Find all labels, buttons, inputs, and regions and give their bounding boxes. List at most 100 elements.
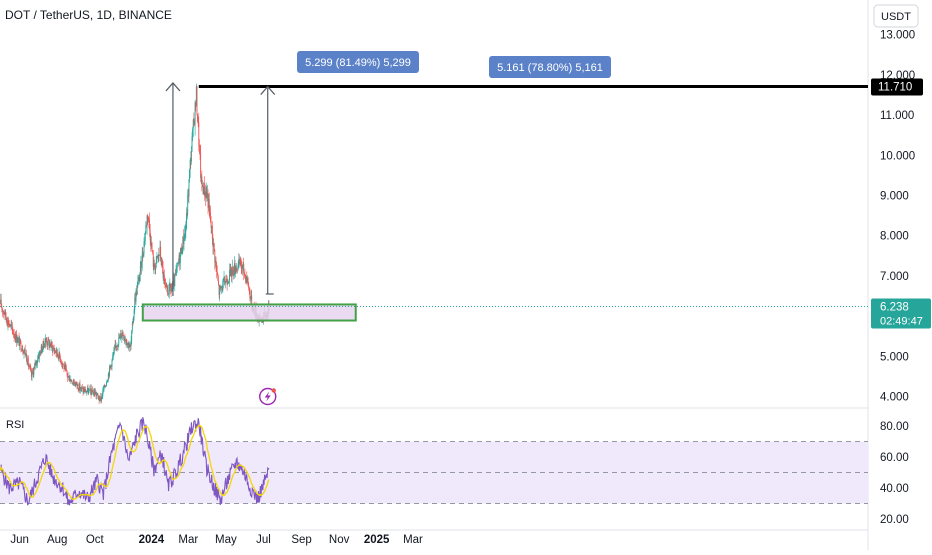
candle [59,354,61,363]
symbol-title[interactable]: DOT / TetherUS, 1D, BINANCE [5,8,172,22]
candle [246,271,248,285]
candle [229,263,231,277]
candle [162,261,164,281]
candle [136,285,138,297]
candle [245,275,247,284]
candle [39,350,41,356]
candle [236,266,238,273]
candle [200,144,202,183]
candle [18,332,20,347]
candle [117,344,119,351]
candle [139,261,141,282]
measure-tool[interactable]: 5.299 (81.49%) 5,299 [165,51,419,296]
candle [231,269,233,284]
candle [79,379,81,392]
candle [208,192,210,217]
candle [196,85,198,116]
candle [133,315,134,324]
lightning-icon[interactable] [259,387,277,406]
time-tick-label: 2025 [364,534,390,546]
candle [114,344,115,354]
candle [51,341,53,357]
candle [181,245,183,256]
candle [128,343,130,352]
candle [107,379,109,383]
candle [28,364,30,368]
candle [21,348,22,352]
candle [229,263,231,287]
candle [83,386,85,394]
current-price-label: 6.238 [880,302,909,314]
candle [189,157,191,178]
candle [106,380,107,387]
candle [20,340,22,353]
candle [235,265,237,278]
candle [110,364,112,370]
candle [81,386,83,392]
measure-tool[interactable]: 5.161 (78.80%) 5,161 [260,56,611,295]
candle [198,112,200,152]
candle [148,216,150,229]
candle [156,251,158,264]
candle [211,221,213,245]
currency-button[interactable]: USDT [873,4,919,28]
candle [192,118,194,138]
candle [93,388,95,397]
candle [82,386,84,396]
candle [102,387,104,399]
candle [27,355,29,370]
candle [125,336,126,345]
candle [227,281,229,284]
candle [34,363,35,371]
candle [11,322,13,335]
candle [2,309,4,315]
price-tick-label: 9.000 [880,191,909,203]
candle [31,369,33,382]
candle [227,278,229,286]
time-tick-label: Jul [256,534,271,546]
candle [133,306,135,321]
candle [17,337,19,343]
measure-label-box [297,51,419,73]
candle [66,364,67,372]
candle [8,317,10,328]
candle [214,256,216,268]
candle [35,360,37,369]
candle [16,336,18,343]
candle [1,307,3,318]
candle [138,274,139,286]
candle [85,386,86,393]
candle [237,268,239,274]
candle [88,387,90,396]
candle [119,334,121,339]
candle [223,270,225,282]
candle [130,335,132,350]
candle [74,381,76,387]
candle [168,282,170,299]
candle [250,290,252,301]
candle [82,384,83,389]
candle [242,264,243,276]
price-tick-label: 13.000 [880,30,915,42]
time-tick-label: Aug [47,534,67,546]
candle [41,344,43,353]
candle [93,388,94,397]
candle [80,385,82,392]
candle [11,320,13,330]
candle [71,380,73,384]
candle [89,385,91,393]
support-zone[interactable] [141,303,357,322]
candle [169,278,171,292]
candle [34,359,36,366]
candle [142,247,144,262]
candle [90,384,91,396]
candle [149,224,151,246]
candle [152,250,154,271]
candle [90,389,92,399]
candle [3,311,5,316]
candle [26,349,27,362]
currency-label: USDT [881,11,911,23]
candle [128,341,130,351]
